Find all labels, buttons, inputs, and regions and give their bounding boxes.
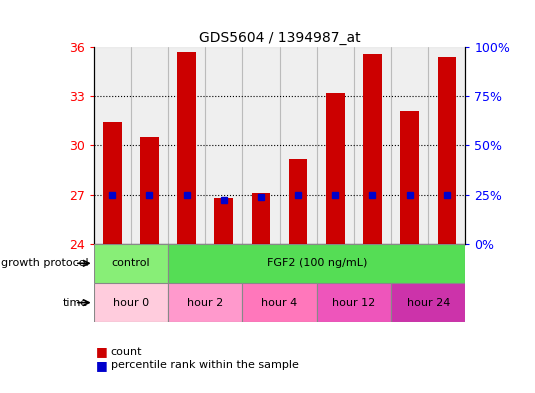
Bar	[140, 137, 159, 244]
Bar	[438, 57, 456, 244]
Bar	[168, 244, 465, 283]
Text: hour 24: hour 24	[407, 298, 450, 308]
Bar	[242, 283, 317, 322]
Bar	[103, 123, 121, 244]
Bar	[354, 47, 391, 244]
Bar	[242, 47, 280, 244]
Bar	[215, 198, 233, 244]
Text: hour 4: hour 4	[262, 298, 297, 308]
Bar	[317, 47, 354, 244]
Bar	[177, 52, 196, 244]
Bar	[326, 93, 345, 244]
Bar	[94, 244, 168, 283]
Bar	[94, 47, 131, 244]
Bar	[131, 47, 168, 244]
Text: hour 0: hour 0	[113, 298, 149, 308]
Bar	[429, 47, 465, 244]
Text: FGF2 (100 ng/mL): FGF2 (100 ng/mL)	[266, 258, 367, 268]
Text: hour 2: hour 2	[187, 298, 223, 308]
Text: time: time	[63, 298, 88, 308]
Text: ■: ■	[96, 359, 108, 372]
Bar	[317, 283, 391, 322]
Text: percentile rank within the sample: percentile rank within the sample	[111, 360, 299, 371]
Bar	[400, 111, 419, 244]
Text: hour 12: hour 12	[332, 298, 376, 308]
Text: control: control	[111, 258, 150, 268]
Title: GDS5604 / 1394987_at: GDS5604 / 1394987_at	[198, 31, 361, 45]
Bar	[94, 283, 168, 322]
Bar	[289, 158, 308, 244]
Bar	[391, 283, 465, 322]
Text: count: count	[111, 347, 142, 357]
Bar	[280, 47, 317, 244]
Bar	[391, 47, 429, 244]
Bar	[168, 283, 242, 322]
Bar	[251, 193, 270, 244]
Bar	[363, 54, 382, 244]
Text: ■: ■	[96, 345, 108, 358]
Bar	[205, 47, 242, 244]
Bar	[168, 47, 205, 244]
Text: growth protocol: growth protocol	[1, 258, 88, 268]
